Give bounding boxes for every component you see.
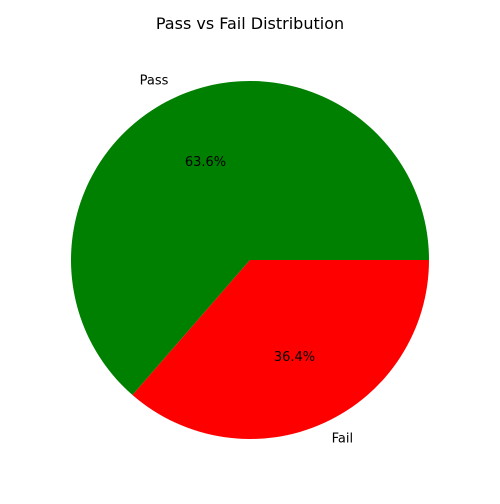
pie-slices [70,80,430,439]
pie-slice-fail [132,260,430,439]
pie-slice-pass [70,80,430,396]
pie-labels: Pass 63.6% Fail 36.4% [140,73,353,446]
slice-label-pass: Pass [140,73,169,88]
chart-title: Pass vs Fail Distribution [156,14,344,33]
slice-label-fail: Fail [332,432,353,447]
slice-percent-pass: 63.6% [185,155,226,170]
slice-percent-fail: 36.4% [274,350,315,365]
